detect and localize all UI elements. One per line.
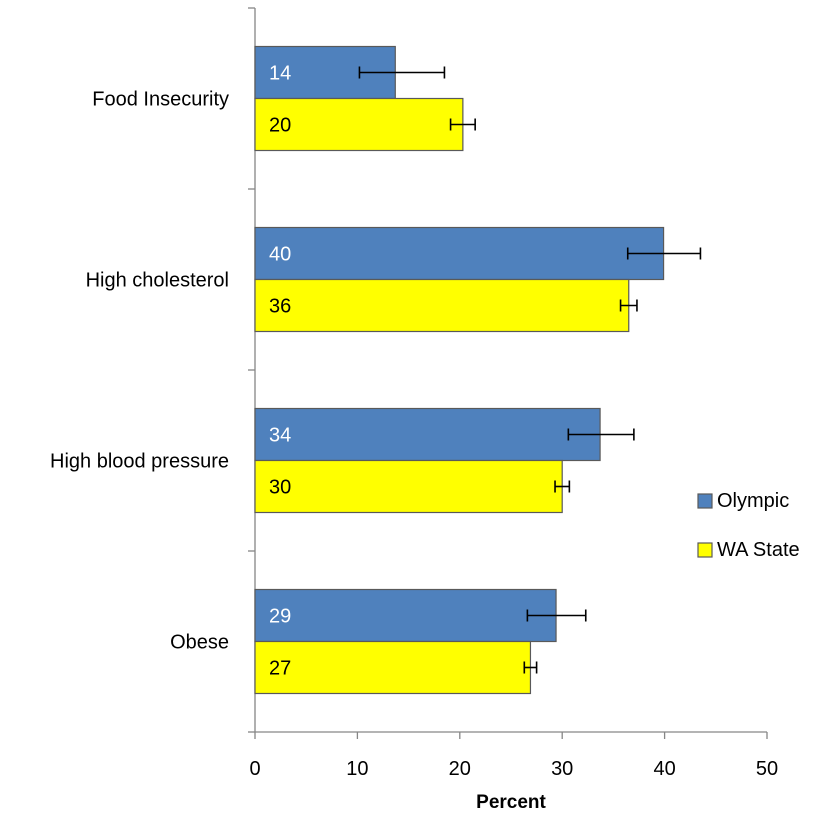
error-bars <box>358 66 702 674</box>
data-label: 14 <box>269 63 291 85</box>
data-label: 27 <box>269 658 291 680</box>
category-label: High cholesterol <box>86 270 229 292</box>
bar-wa-state <box>254 459 563 514</box>
category-label: Obese <box>170 632 229 654</box>
data-label: 30 <box>269 477 291 499</box>
category-label: High blood pressure <box>50 451 229 473</box>
x-tick-label: 0 <box>249 758 260 780</box>
data-label: 36 <box>269 296 291 318</box>
legend-label: WA State <box>717 539 800 561</box>
legend-swatch <box>697 542 713 558</box>
data-label: 29 <box>269 606 291 628</box>
data-label: 20 <box>269 115 291 137</box>
legend-label: Olympic <box>717 490 789 512</box>
x-tick-label: 30 <box>551 758 573 780</box>
x-tick-label: 50 <box>756 758 778 780</box>
x-tick-label: 10 <box>346 758 368 780</box>
x-axis-title: Percent <box>476 792 546 813</box>
x-tick-label: 40 <box>653 758 675 780</box>
bar-labels: 14 20 40 36 34 30 29 27 <box>269 63 291 680</box>
legend-swatch <box>697 493 713 509</box>
bar-olympic <box>254 407 601 462</box>
bar-olympic <box>254 226 665 281</box>
bars <box>254 45 665 695</box>
legend: Olympic WA State <box>697 490 800 561</box>
category-labels: Food Insecurity High cholesterol High bloo… <box>50 89 229 654</box>
category-axis <box>248 7 256 733</box>
value-axis: 0 10 20 30 40 50 <box>249 731 778 780</box>
category-label: Food Insecurity <box>92 89 229 111</box>
x-tick-label: 20 <box>449 758 471 780</box>
bar-wa-state <box>254 640 532 695</box>
bar-wa-state <box>254 278 630 333</box>
bar-olympic <box>254 588 557 643</box>
data-label: 34 <box>269 425 291 447</box>
data-label: 40 <box>269 244 291 266</box>
